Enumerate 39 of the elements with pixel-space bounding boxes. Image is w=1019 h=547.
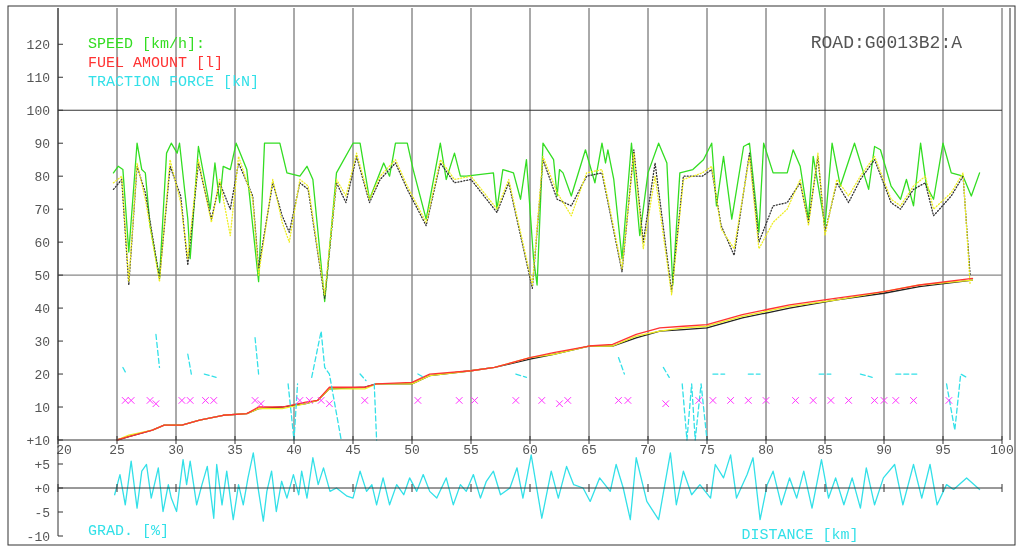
x-tick-label: 80 (758, 443, 774, 458)
text: TRACTION FORCE [kN] (88, 74, 260, 91)
y-tick-label: 20 (34, 367, 50, 383)
x-tick-label: 65 (581, 443, 597, 458)
x-tick-label: 75 (699, 443, 715, 458)
y-tick-label: 110 (26, 70, 50, 86)
y-tick-label: 10 (34, 400, 50, 416)
y-tick-label: +10 (26, 433, 50, 449)
annotation: ROAD:G0013B2:A (810, 33, 963, 53)
x-tick-label: 35 (227, 443, 243, 458)
y-tick-label: +5 (34, 457, 50, 473)
x-tick-label: 40 (286, 443, 302, 458)
y-tick-label: 40 (34, 301, 50, 317)
text: FUEL AMOUNT [l] (88, 55, 224, 72)
x-tick-label: 100 (990, 443, 1014, 458)
x-tick-label: 55 (463, 443, 479, 458)
y-tick-label: 120 (26, 37, 50, 53)
y-tick-label: 60 (34, 235, 50, 251)
y-tick-label: 100 (26, 103, 50, 119)
x-tick-label: 50 (404, 443, 420, 458)
x-tick-label: 70 (640, 443, 656, 458)
y-tick-label: 80 (34, 169, 50, 185)
x-tick-label: 25 (109, 443, 125, 458)
y-tick-label: -5 (34, 505, 50, 521)
x-tick-label: 90 (876, 443, 892, 458)
x-tick-label: 30 (168, 443, 184, 458)
series-label: GRAD. [%] (88, 523, 170, 540)
y-tick-label: 50 (34, 268, 50, 284)
y-tick-label: 90 (34, 136, 50, 152)
x-tick-label: 45 (345, 443, 361, 458)
x-axis-title: DISTANCE [km] (741, 527, 859, 544)
x-tick-label: 95 (935, 443, 951, 458)
y-tick-label: -10 (26, 529, 50, 545)
text: SPEED [km/h]: (88, 36, 206, 53)
y-tick-label: +0 (34, 481, 50, 497)
y-tick-label: 70 (34, 202, 50, 218)
y-tick-label: 30 (34, 334, 50, 350)
x-tick-label: 85 (817, 443, 833, 458)
x-tick-label: 60 (522, 443, 538, 458)
